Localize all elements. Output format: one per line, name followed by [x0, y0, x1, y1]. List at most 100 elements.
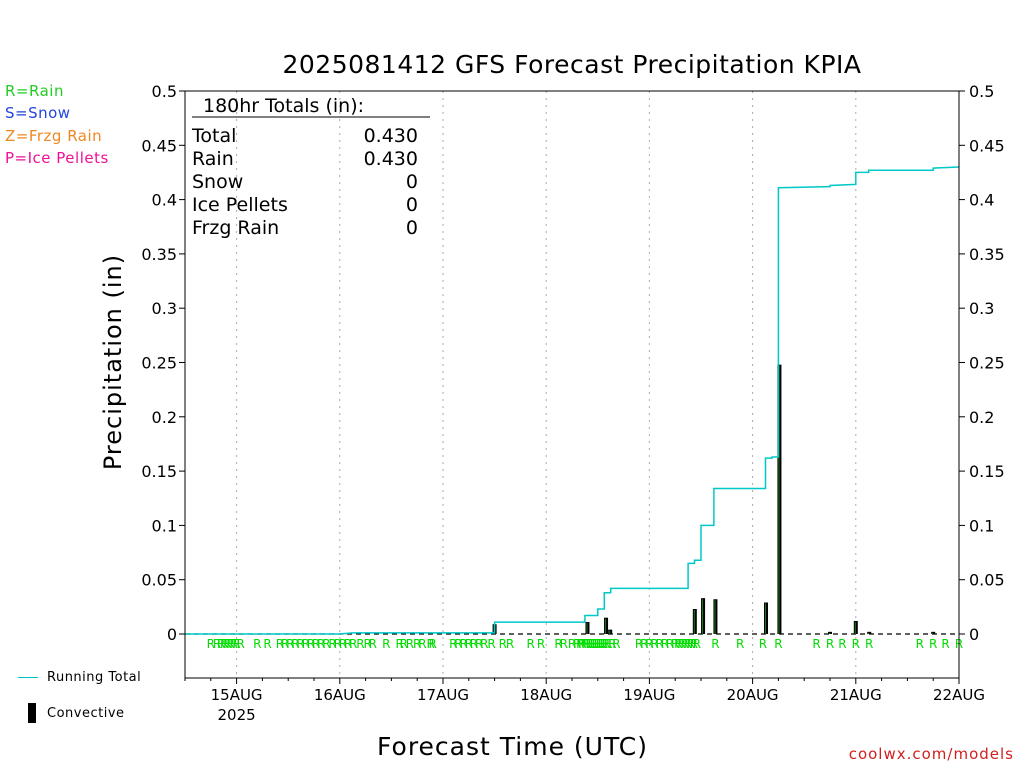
- y-tick-label-right: 0.4: [969, 191, 994, 210]
- rain-marker: R: [573, 637, 581, 651]
- rain-marker: R: [406, 637, 414, 651]
- y-tick-label-left: 0.15: [141, 462, 177, 481]
- rain-marker: R: [334, 637, 342, 651]
- rain-marker: R: [217, 637, 225, 651]
- rain-marker: R: [568, 637, 576, 651]
- rain-marker: R: [480, 637, 488, 651]
- rain-marker: R: [506, 637, 514, 651]
- rain-marker: R: [395, 637, 403, 651]
- x-tick-label: 16AUG: [314, 686, 366, 704]
- grid-lines: [236, 91, 857, 678]
- y-tick-label-left: 0.4: [152, 191, 177, 210]
- rain-marker: R: [276, 637, 284, 651]
- rain-marker: R: [585, 637, 593, 651]
- legend-running-total-swatch: [18, 677, 38, 678]
- y-tick-label-left: 0.2: [152, 408, 177, 427]
- rain-marker: R: [527, 637, 535, 651]
- y-tick-label-left: 0.35: [141, 245, 177, 264]
- rain-marker: R: [671, 637, 679, 651]
- rain-marker: R: [487, 637, 495, 651]
- rain-marker: R: [465, 637, 473, 651]
- rain-marker: R: [537, 637, 545, 651]
- legend-running-total-label: Running Total: [47, 670, 142, 685]
- running-total-polyline: [185, 166, 960, 635]
- rain-marker: R: [229, 637, 237, 651]
- ptype-key-frzg-rain: Z=Frzg Rain: [5, 127, 103, 145]
- rain-marker: R: [475, 637, 483, 651]
- rain-marker: R: [666, 637, 674, 651]
- rain-marker: R: [560, 637, 568, 651]
- ptype-key-snow: S=Snow: [5, 104, 71, 122]
- rain-marker: R: [640, 637, 648, 651]
- ptype-key-rain: R=Rain: [5, 82, 64, 100]
- rain-marker: R: [307, 637, 315, 651]
- rain-marker: R: [382, 637, 390, 651]
- y-tick-label-left: 0.25: [141, 354, 177, 373]
- totals-row-label: Snow: [192, 171, 243, 193]
- rain-marker: R: [711, 637, 719, 651]
- y-tick-label-right: 0.5: [969, 82, 994, 101]
- rain-marker: R: [587, 637, 595, 651]
- rain-marker: R: [598, 637, 606, 651]
- rain-marker: R: [635, 637, 643, 651]
- rain-marker: R: [226, 637, 234, 651]
- rain-marker: R: [369, 637, 377, 651]
- rain-marker: R: [449, 637, 457, 651]
- rain-marker: R: [583, 637, 591, 651]
- rain-marker: R: [281, 637, 289, 651]
- rain-marker: R: [690, 637, 698, 651]
- rain-marker: R: [680, 637, 688, 651]
- rain-marker: R: [356, 637, 364, 651]
- rain-marker: R: [317, 637, 325, 651]
- y-tick-label-right: 0.35: [969, 245, 1005, 264]
- rain-marker: R: [253, 637, 261, 651]
- credit-link[interactable]: coolwx.com/models: [848, 745, 1014, 763]
- rain-marker: R: [220, 637, 228, 651]
- totals-row-value: 0: [406, 217, 418, 239]
- x-axis-ticks: 15AUG 2025 16AUG 17AUG 18AUG 19AUG 20AUG 21AUG 2…: [184, 678, 985, 724]
- running-total-line: [185, 166, 960, 635]
- rain-marker: R: [826, 637, 834, 651]
- rain-marker: R: [590, 637, 598, 651]
- rain-marker: R: [592, 637, 600, 651]
- rain-marker: R: [291, 637, 299, 651]
- rain-marker: R: [263, 637, 271, 651]
- rain-marker: R: [674, 637, 682, 651]
- rain-marker: R: [578, 637, 586, 651]
- rain-marker: R: [838, 637, 846, 651]
- x-tick-label: 20AUG: [727, 686, 779, 704]
- totals-row-label: Ice Pellets: [192, 194, 288, 216]
- rain-marker: R: [296, 637, 304, 651]
- rain-marker: R: [322, 637, 330, 651]
- y-tick-label-left: 0.05: [141, 571, 177, 590]
- rain-marker: R: [237, 637, 245, 651]
- x-tick-sublabel: 2025: [218, 706, 256, 724]
- y-tick-label-left: 0.45: [141, 136, 177, 155]
- y-tick-label-left: 0.5: [152, 82, 177, 101]
- rain-marker: R: [576, 637, 584, 651]
- rain-marker: R: [693, 637, 701, 651]
- rain-marker: R: [312, 637, 320, 651]
- x-axis-label: Forecast Time (UTC): [377, 732, 648, 761]
- rain-marker: R: [339, 637, 347, 651]
- rain-marker: R: [602, 637, 610, 651]
- x-tick-label: 15AUG: [211, 686, 263, 704]
- rain-marker: R: [470, 637, 478, 651]
- legend-convective-swatch: [28, 703, 36, 723]
- rain-marker: R: [213, 637, 221, 651]
- rain-marker: R: [426, 637, 434, 651]
- y-tick-label-left: 0: [167, 625, 177, 644]
- rain-marker: R: [400, 637, 408, 651]
- y-tick-label-right: 0.45: [969, 136, 1005, 155]
- ptype-key-ice-pellets: P=Ice Pellets: [5, 149, 109, 167]
- rain-marker: R: [683, 637, 691, 651]
- totals-heading: 180hr Totals (in):: [203, 95, 364, 117]
- rain-marker: R: [687, 637, 695, 651]
- rain-marker: R: [759, 637, 767, 651]
- rain-marker: R: [207, 637, 215, 651]
- totals-row-value: 0: [406, 171, 418, 193]
- y-tick-label-right: 0.2: [969, 408, 994, 427]
- totals-row-value: 0: [406, 194, 418, 216]
